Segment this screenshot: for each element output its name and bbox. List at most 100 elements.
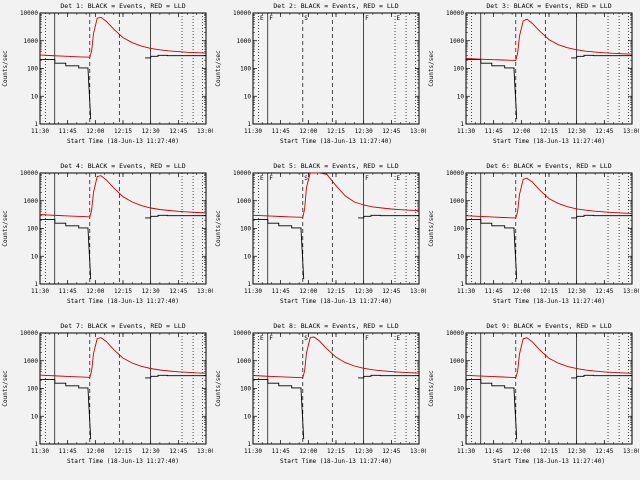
lld-series bbox=[465, 177, 633, 219]
y-axis-label: Counts/sec bbox=[2, 370, 9, 407]
chart-svg: Det 7: BLACK = Events, RED = LLD 1 10 100 10… bbox=[2, 322, 215, 465]
y-tick-label: 100 bbox=[27, 66, 38, 73]
x-axis-label: Start Time (18-Jun-13 11:27:40) bbox=[67, 138, 179, 145]
chart-svg: Det 3: BLACK = Events, RED = LLD 1 10 100 10… bbox=[428, 2, 640, 145]
chart-svg: Det 9: BLACK = Events, RED = LLD 1 10 100 10… bbox=[428, 322, 640, 465]
y-tick-label: 100 bbox=[240, 226, 251, 233]
events-series bbox=[145, 374, 206, 379]
plot-frame bbox=[39, 172, 207, 285]
flare-marker-label: F bbox=[269, 175, 273, 182]
events-series bbox=[466, 379, 518, 440]
y-tick-label: 10 bbox=[457, 253, 465, 260]
x-axis-label: Start Time (18-Jun-13 11:27:40) bbox=[280, 458, 392, 465]
flare-marker-label: E bbox=[397, 335, 401, 342]
chart-svg: Det 5: BLACK = Events, RED = LLD 1 10 100 10… bbox=[215, 162, 428, 305]
x-tick-label: 12:45 bbox=[595, 128, 613, 135]
events-series bbox=[358, 374, 419, 379]
y-tick-label: 100 bbox=[240, 66, 251, 73]
flare-marker-label: F bbox=[365, 335, 369, 342]
y-axis-label: Counts/sec bbox=[2, 210, 9, 247]
plot-frame bbox=[252, 172, 420, 285]
x-tick-label: 13:00 bbox=[623, 288, 639, 295]
y-tick-label: 10000 bbox=[446, 10, 464, 17]
events-series bbox=[571, 374, 632, 379]
x-tick-label: 13:00 bbox=[410, 128, 426, 135]
flare-marker-label: S bbox=[304, 15, 308, 22]
y-tick-label: 100 bbox=[27, 386, 38, 393]
plot-title: Det 4: BLACK = Events, RED = LLD bbox=[60, 162, 185, 170]
x-tick-label: 11:45 bbox=[485, 128, 503, 135]
x-tick-label: 12:00 bbox=[299, 128, 317, 135]
events-series bbox=[253, 379, 305, 440]
events-series bbox=[40, 59, 92, 120]
x-tick-label: 12:45 bbox=[169, 448, 187, 455]
y-tick-label: 10 bbox=[244, 413, 252, 420]
x-tick-label: 13:00 bbox=[410, 448, 426, 455]
y-tick-label: 10 bbox=[457, 413, 465, 420]
flare-marker-label: F bbox=[269, 15, 273, 22]
plot-title: Det 1: BLACK = Events, RED = LLD bbox=[60, 2, 185, 10]
y-tick-label: 100 bbox=[240, 386, 251, 393]
subplot-det-9: Det 9: BLACK = Events, RED = LLD 1 10 100 10… bbox=[426, 320, 640, 480]
plot-title: Det 5: BLACK = Events, RED = LLD bbox=[273, 162, 398, 170]
x-axis-label: Start Time (18-Jun-13 11:27:40) bbox=[280, 138, 392, 145]
x-tick-label: 13:00 bbox=[623, 448, 639, 455]
x-tick-label: 13:00 bbox=[197, 448, 213, 455]
flare-marker-label: F bbox=[365, 175, 369, 182]
x-tick-label: 11:45 bbox=[272, 448, 290, 455]
x-tick-label: 12:15 bbox=[327, 288, 345, 295]
x-tick-label: 12:15 bbox=[540, 448, 558, 455]
x-tick-label: 11:30 bbox=[244, 288, 262, 295]
y-axis-label: Counts/sec bbox=[215, 50, 222, 87]
y-tick-label: 1000 bbox=[450, 198, 465, 205]
flare-marker-label: E bbox=[260, 335, 264, 342]
flare-marker-label: F bbox=[269, 335, 273, 342]
y-tick-label: 1 bbox=[247, 121, 251, 128]
x-tick-label: 12:15 bbox=[327, 128, 345, 135]
lld-series bbox=[252, 172, 420, 218]
y-tick-label: 10 bbox=[244, 253, 252, 260]
plot-title: Det 8: BLACK = Events, RED = LLD bbox=[273, 322, 398, 330]
flare-marker-label: S bbox=[304, 175, 308, 182]
y-tick-label: 1000 bbox=[237, 198, 252, 205]
x-tick-label: 11:45 bbox=[485, 288, 503, 295]
y-tick-label: 1 bbox=[34, 121, 38, 128]
x-tick-label: 12:30 bbox=[142, 288, 160, 295]
x-tick-label: 12:30 bbox=[355, 448, 373, 455]
y-tick-label: 10000 bbox=[233, 170, 251, 177]
x-tick-label: 11:45 bbox=[59, 448, 77, 455]
x-tick-label: 11:30 bbox=[244, 448, 262, 455]
x-tick-label: 12:30 bbox=[355, 128, 373, 135]
y-tick-label: 100 bbox=[453, 226, 464, 233]
x-tick-label: 12:30 bbox=[142, 128, 160, 135]
flare-marker-label: E bbox=[260, 15, 264, 22]
y-tick-label: 1000 bbox=[24, 358, 39, 365]
subplot-det-6: Det 6: BLACK = Events, RED = LLD 1 10 100 10… bbox=[426, 160, 640, 320]
events-series bbox=[40, 219, 92, 280]
x-tick-label: 11:45 bbox=[59, 288, 77, 295]
x-tick-label: 12:45 bbox=[595, 448, 613, 455]
flare-marker-label: F bbox=[365, 15, 369, 22]
x-tick-label: 12:00 bbox=[86, 128, 104, 135]
x-tick-label: 11:30 bbox=[31, 448, 49, 455]
y-tick-label: 10000 bbox=[233, 10, 251, 17]
x-tick-label: 12:00 bbox=[512, 448, 530, 455]
x-tick-label: 11:30 bbox=[31, 128, 49, 135]
y-tick-label: 100 bbox=[453, 386, 464, 393]
events-series bbox=[358, 214, 419, 219]
y-axis-label: Counts/sec bbox=[428, 370, 435, 407]
plot-frame bbox=[39, 12, 207, 125]
chart-svg: Det 8: BLACK = Events, RED = LLD 1 10 100 10… bbox=[215, 322, 428, 465]
y-tick-label: 10 bbox=[244, 93, 252, 100]
y-axis-label: Counts/sec bbox=[428, 210, 435, 247]
plot-title: Det 7: BLACK = Events, RED = LLD bbox=[60, 322, 185, 330]
x-tick-label: 12:00 bbox=[512, 128, 530, 135]
x-axis-label: Start Time (18-Jun-13 11:27:40) bbox=[493, 138, 605, 145]
x-tick-label: 12:15 bbox=[114, 448, 132, 455]
y-axis-label: Counts/sec bbox=[215, 210, 222, 247]
events-series bbox=[571, 54, 632, 59]
y-tick-label: 10 bbox=[31, 413, 39, 420]
events-series bbox=[466, 59, 518, 120]
y-axis-label: Counts/sec bbox=[2, 50, 9, 87]
flare-marker-label: E bbox=[397, 15, 401, 22]
